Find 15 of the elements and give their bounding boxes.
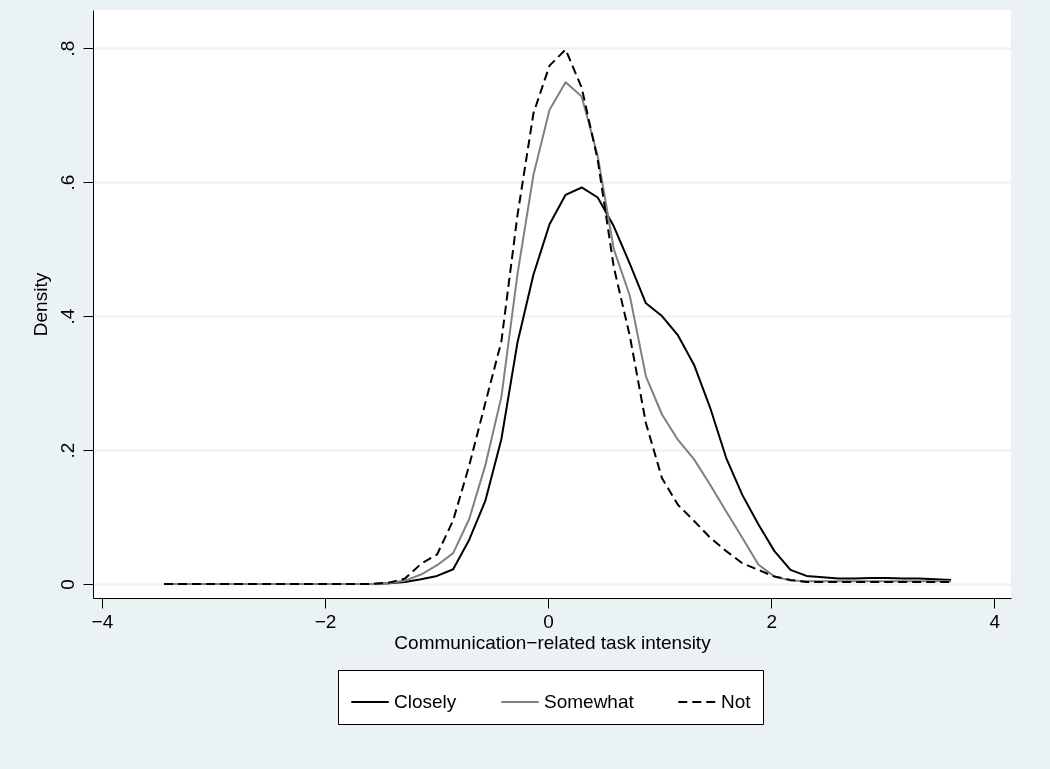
y-tick-label: .4: [56, 308, 78, 325]
legend-label: Somewhat: [544, 691, 635, 712]
y-tick-label: .2: [56, 442, 78, 459]
x-tick-label: −2: [314, 610, 337, 632]
x-tick-label: 4: [989, 610, 1001, 632]
legend-label: Closely: [394, 691, 457, 712]
legend-label: Not: [721, 691, 752, 712]
y-tick-label: .6: [56, 174, 78, 191]
y-tick-label: .8: [56, 40, 78, 57]
x-axis-title: Communication−related task intensity: [394, 631, 712, 653]
x-tick-label: 0: [543, 610, 554, 632]
y-tick-label: 0: [56, 579, 78, 590]
x-tick-label: 2: [766, 610, 777, 632]
y-axis-title: Density: [29, 272, 51, 337]
x-tick-label: −4: [91, 610, 114, 632]
